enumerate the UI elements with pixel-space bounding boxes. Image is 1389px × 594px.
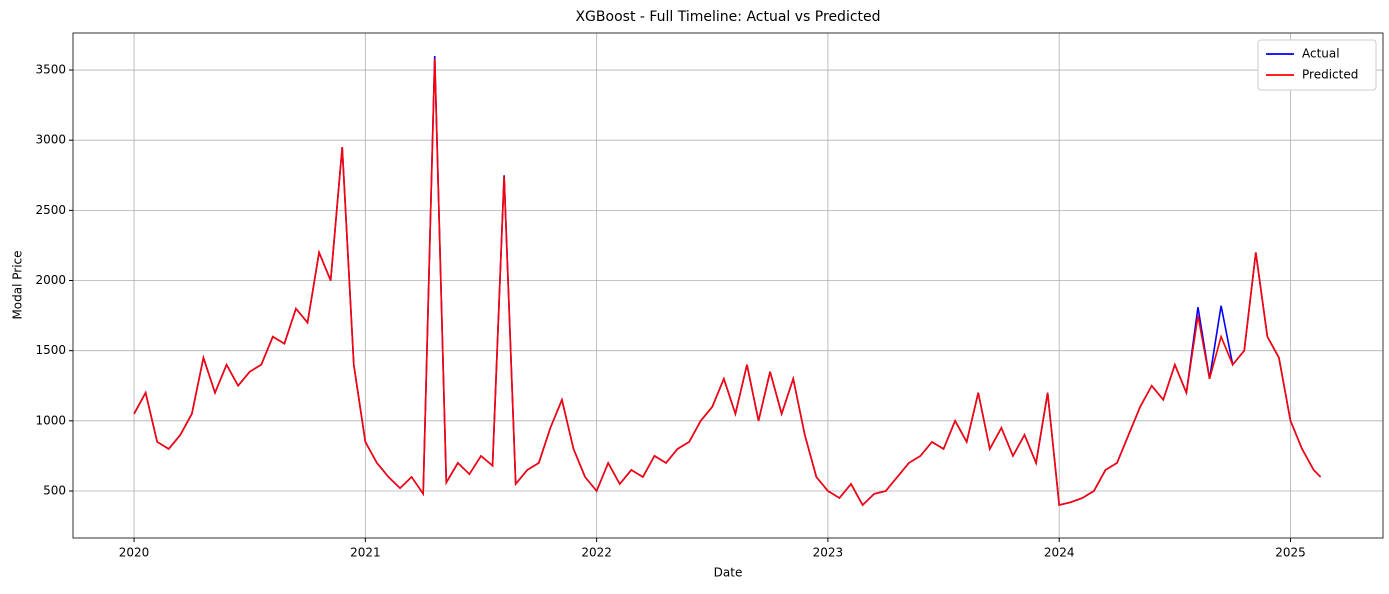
y-tick-label: 2500 — [35, 203, 66, 217]
legend-label: Predicted — [1302, 68, 1358, 82]
y-tick-label: 500 — [43, 483, 66, 497]
chart-title: XGBoost - Full Timeline: Actual vs Predi… — [575, 9, 880, 25]
y-tick-label: 2000 — [35, 273, 66, 287]
y-tick-label: 3500 — [35, 63, 66, 77]
legend-label: Actual — [1302, 47, 1340, 61]
series-line — [133, 58, 1322, 507]
legend: Actual Predicted — [1257, 39, 1377, 91]
x-tick-label: 2025 — [1275, 546, 1306, 560]
y-tick-label: 1500 — [35, 343, 66, 357]
y-axis-label: Modal Price — [11, 250, 25, 319]
x-tick-label: 2023 — [813, 546, 844, 560]
x-tick-label: 2022 — [581, 546, 612, 560]
legend-box — [1257, 39, 1377, 91]
x-tick-label: 2024 — [1044, 546, 1075, 560]
x-tick-label: 2021 — [350, 546, 381, 560]
x-axis-label: Date — [714, 566, 743, 580]
y-tick-label: 3000 — [35, 133, 66, 147]
y-tick-label: 1000 — [35, 413, 66, 427]
x-tick-label: 2020 — [119, 546, 150, 560]
plot-frame — [72, 32, 1384, 539]
